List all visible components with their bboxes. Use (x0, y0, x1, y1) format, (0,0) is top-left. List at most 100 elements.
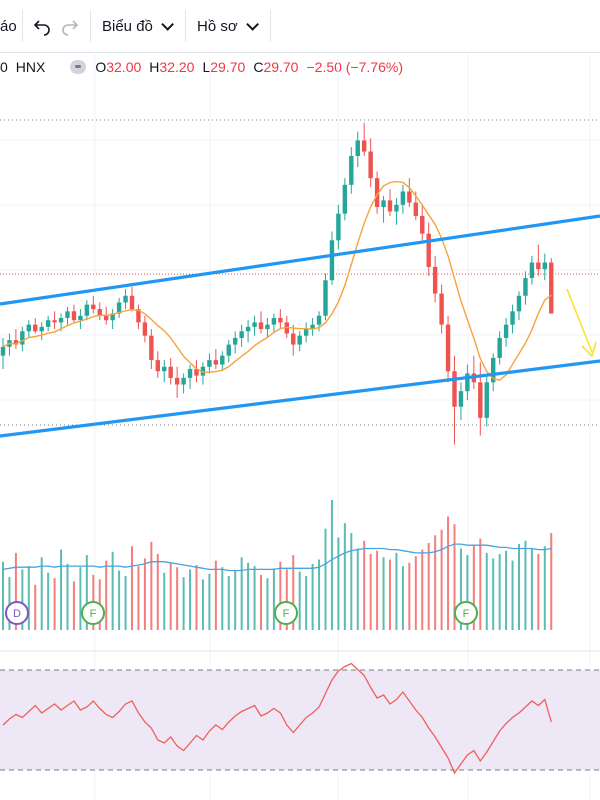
candle[interactable] (33, 317, 38, 334)
candle[interactable] (97, 302, 102, 321)
candle[interactable] (452, 355, 457, 445)
undo-button[interactable] (32, 8, 52, 44)
candle[interactable] (426, 222, 431, 276)
candle[interactable] (484, 375, 489, 427)
volume-bar (111, 551, 114, 630)
candle[interactable] (265, 317, 270, 338)
candle[interactable] (432, 255, 438, 303)
candle[interactable] (355, 131, 360, 168)
alerts-button[interactable]: áo (0, 8, 17, 44)
candle[interactable] (510, 304, 515, 334)
candle[interactable] (445, 315, 451, 383)
candle[interactable] (497, 331, 502, 365)
candle[interactable] (303, 322, 309, 343)
event-marker[interactable]: F (81, 601, 105, 625)
candle[interactable] (136, 304, 141, 330)
candle[interactable] (258, 311, 264, 334)
profile-menu-button[interactable]: Hồ sơ (197, 8, 259, 44)
channel-upper-line[interactable] (0, 214, 600, 306)
candle[interactable] (71, 304, 77, 323)
candle[interactable] (374, 171, 380, 214)
candle[interactable] (123, 289, 128, 310)
candle[interactable] (478, 362, 483, 436)
candle[interactable] (407, 178, 412, 208)
candle[interactable] (362, 122, 367, 156)
forecast-arrow[interactable] (566, 288, 597, 358)
chart-menu-button[interactable]: Biểu đồ (102, 8, 174, 44)
candle[interactable] (194, 360, 199, 383)
candle[interactable] (323, 273, 328, 321)
redo-button[interactable] (60, 8, 80, 44)
candle[interactable] (181, 373, 186, 394)
candle[interactable] (400, 184, 406, 214)
event-marker[interactable]: F (454, 601, 478, 625)
channel-lower-line[interactable] (0, 359, 600, 438)
candle[interactable] (420, 204, 425, 241)
candle[interactable] (252, 315, 257, 336)
candle[interactable] (394, 198, 399, 225)
candle[interactable] (200, 362, 206, 385)
candle[interactable] (465, 364, 470, 401)
candle[interactable] (491, 353, 496, 392)
candle[interactable] (516, 291, 522, 321)
candle[interactable] (278, 309, 283, 330)
volume-bar (234, 570, 237, 630)
candle[interactable] (91, 295, 96, 314)
candle[interactable] (65, 306, 70, 325)
candle[interactable] (149, 329, 154, 369)
candle[interactable] (20, 326, 25, 352)
candle[interactable] (381, 195, 386, 223)
candle[interactable] (310, 317, 315, 336)
candle[interactable] (368, 138, 373, 188)
candle[interactable] (439, 284, 444, 334)
candle[interactable] (39, 322, 44, 341)
candle[interactable] (271, 313, 277, 334)
candle[interactable] (110, 309, 115, 330)
candle[interactable] (84, 300, 90, 321)
volume-bar (434, 535, 437, 630)
candle[interactable] (387, 189, 393, 216)
candle[interactable] (162, 360, 167, 383)
candle[interactable] (329, 231, 335, 285)
candle[interactable] (503, 317, 509, 347)
candle[interactable] (291, 324, 296, 356)
candle[interactable] (549, 258, 554, 314)
candle[interactable] (116, 298, 122, 318)
candle[interactable] (239, 324, 244, 347)
candle[interactable] (168, 357, 173, 385)
candle[interactable] (297, 331, 302, 352)
candle[interactable] (336, 204, 341, 250)
visibility-eye-icon[interactable] (70, 60, 86, 74)
candle[interactable] (187, 364, 193, 389)
candle[interactable] (26, 320, 31, 338)
candle[interactable] (220, 351, 225, 372)
candle[interactable] (174, 366, 180, 398)
candle[interactable] (213, 349, 219, 369)
candle[interactable] (233, 331, 238, 354)
candle[interactable] (245, 320, 251, 343)
candle[interactable] (78, 309, 83, 330)
candle[interactable] (529, 255, 535, 285)
event-marker[interactable]: D (5, 601, 29, 625)
candle[interactable] (349, 147, 354, 194)
exchange-label[interactable]: HNX (15, 59, 46, 75)
candle[interactable] (523, 271, 528, 305)
candle[interactable] (45, 315, 51, 332)
candle[interactable] (13, 329, 19, 350)
candle[interactable] (471, 355, 477, 389)
candle[interactable] (0, 337, 6, 369)
candle[interactable] (458, 382, 464, 421)
candle[interactable] (142, 315, 148, 343)
candle[interactable] (207, 353, 212, 374)
candle[interactable] (129, 286, 135, 312)
event-marker[interactable]: F (274, 601, 298, 625)
candle[interactable] (536, 244, 541, 276)
candle[interactable] (542, 253, 547, 281)
symbol-tail[interactable]: 0 (0, 59, 8, 75)
candle[interactable] (226, 340, 231, 363)
rsi-band (0, 670, 600, 770)
candle[interactable] (52, 311, 57, 330)
candle[interactable] (342, 178, 348, 221)
candle[interactable] (155, 351, 160, 378)
